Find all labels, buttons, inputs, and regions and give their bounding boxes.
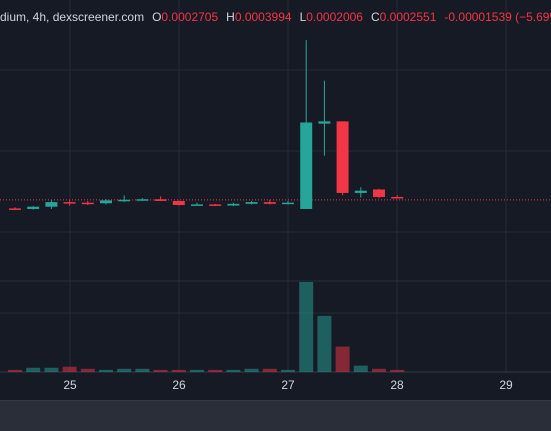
- change-value: -0.00001539 (−5.69%): [444, 10, 551, 24]
- candle-body: [209, 204, 222, 206]
- candle-body: [63, 202, 76, 204]
- volume-bar: [299, 282, 314, 372]
- candle-body: [118, 199, 131, 202]
- volume-bar: [153, 369, 168, 372]
- x-tick-label: 25: [63, 378, 77, 392]
- volume-bar: [262, 368, 277, 372]
- volume-bar: [62, 366, 77, 372]
- price-chart[interactable]: [0, 0, 551, 400]
- candle-body: [100, 200, 112, 204]
- volume-bar: [372, 368, 386, 372]
- ohlc-legend: dium, 4h, dexscreener.com O0.0002705 H0.00…: [0, 10, 551, 24]
- low-value: 0.0002006: [306, 10, 363, 24]
- candle-body: [227, 203, 240, 206]
- close-label: C: [370, 10, 380, 24]
- low-label: L: [299, 10, 307, 24]
- volume-bar: [135, 368, 150, 372]
- volume-bar: [80, 368, 95, 372]
- candle-body: [263, 202, 276, 204]
- candle-body: [318, 121, 331, 124]
- volume-bar: [208, 369, 223, 372]
- candle-body: [282, 202, 294, 205]
- candle-body: [172, 200, 185, 205]
- candle-body: [245, 202, 258, 204]
- high-label: H: [226, 10, 235, 24]
- candle-body: [136, 199, 149, 201]
- volume-bar: [317, 315, 332, 372]
- candle-body: [300, 122, 313, 209]
- x-tick-label: 29: [499, 378, 513, 392]
- candle-body: [154, 199, 167, 201]
- volume-bar: [244, 368, 259, 372]
- open-label: O: [152, 10, 162, 24]
- candle-body: [191, 204, 203, 206]
- high-value: 0.0003994: [234, 10, 292, 24]
- close-value: 0.0002551: [379, 10, 437, 24]
- volume-bar: [281, 369, 295, 372]
- candle-body: [27, 206, 40, 209]
- x-tick-label: 28: [390, 378, 404, 392]
- volume-bar: [335, 346, 350, 372]
- volume-bar: [390, 369, 405, 372]
- candle-body: [391, 196, 404, 199]
- volume-bar: [226, 369, 241, 372]
- candle-body: [9, 208, 21, 210]
- candle-body: [373, 189, 385, 197]
- candle-body: [45, 202, 58, 207]
- volume-bar: [26, 367, 41, 372]
- volume-bar: [44, 367, 59, 372]
- volume-bar: [99, 369, 113, 372]
- x-tick-label: 27: [281, 378, 295, 392]
- bottom-toolbar[interactable]: [0, 400, 551, 431]
- candle-body: [354, 190, 367, 193]
- candle-body: [336, 121, 349, 193]
- volume-bar: [190, 369, 204, 372]
- symbol-interval: dium, 4h, dexscreener.com: [0, 10, 145, 24]
- volume-bar: [8, 369, 22, 372]
- candle-body: [81, 202, 94, 205]
- volume-bar: [171, 369, 186, 372]
- volume-bar: [117, 368, 132, 372]
- volume-bar: [353, 365, 368, 372]
- open-value: 0.0002705: [161, 10, 219, 24]
- x-tick-label: 26: [172, 378, 186, 392]
